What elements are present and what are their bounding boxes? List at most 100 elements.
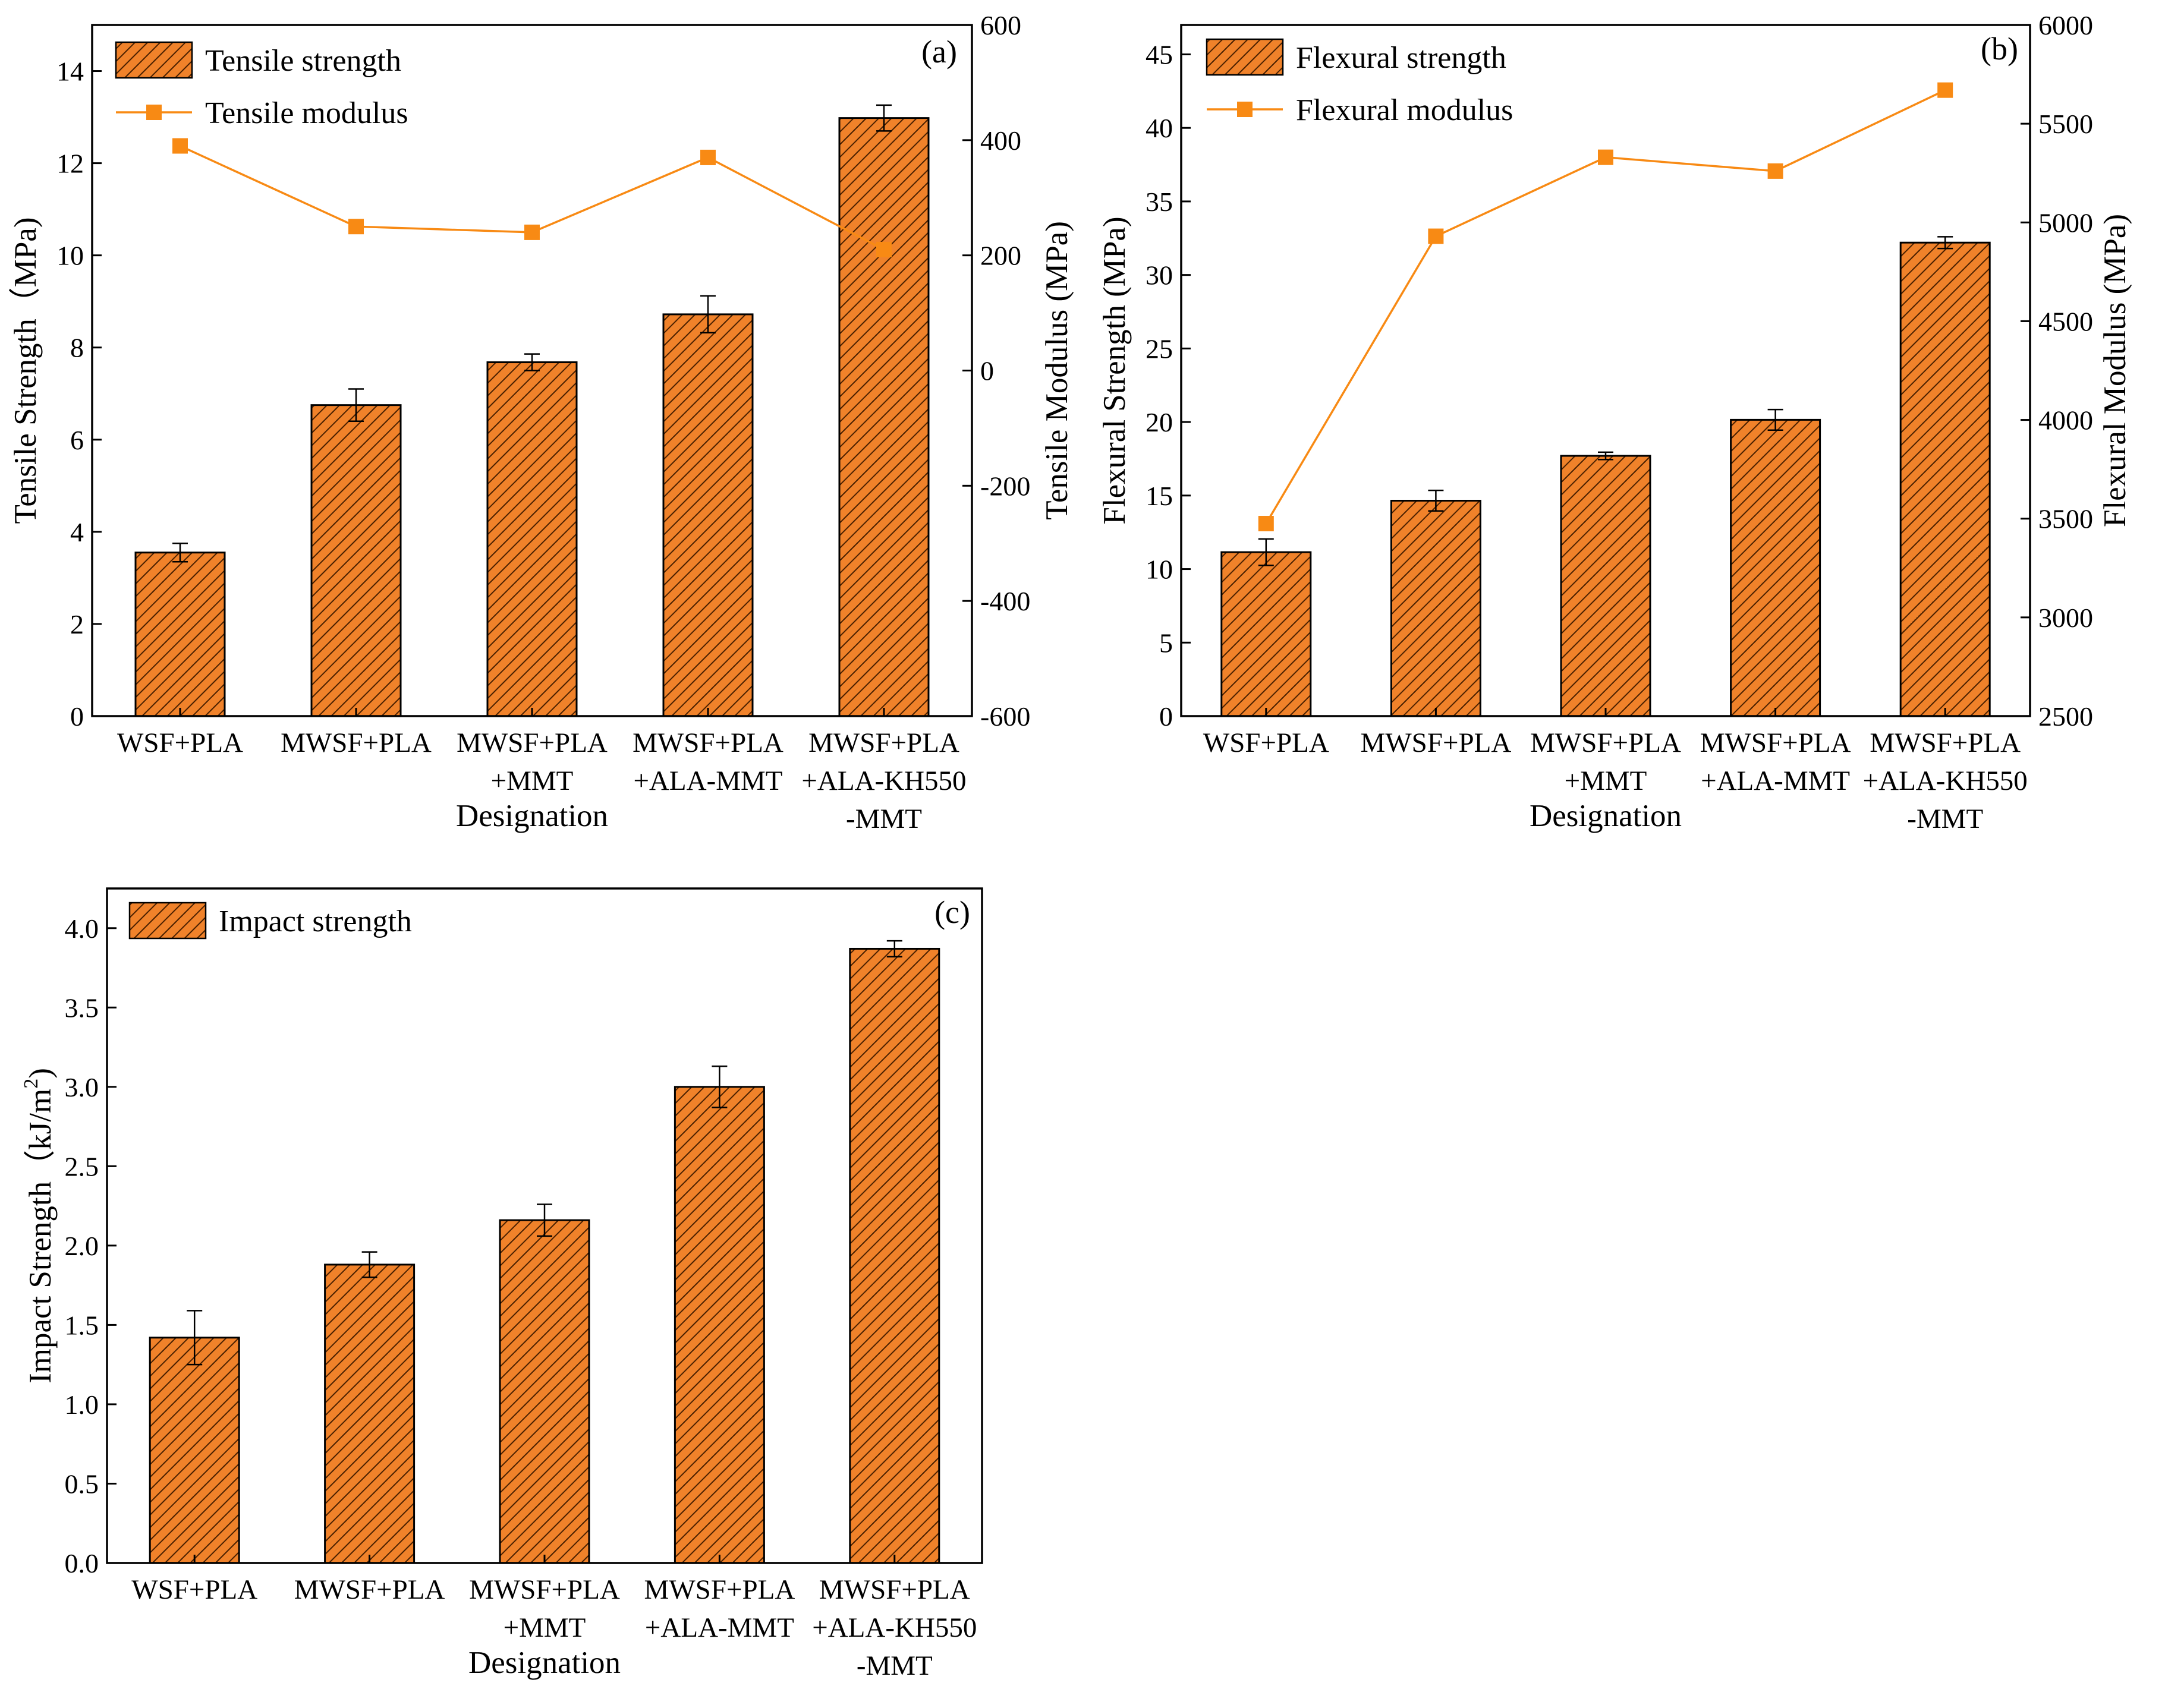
- legend-label-b-2: Flexural modulus: [1296, 93, 1513, 127]
- bar-a-1: [134, 552, 226, 717]
- legend-swatch-bar-a: [115, 41, 193, 79]
- ytick-label-a: 0: [70, 701, 84, 732]
- xtick-label-b-2: MWSF+PLA: [1361, 727, 1512, 758]
- xtick-label-a-3: MWSF+PLA: [457, 727, 608, 758]
- legend-label-c-1: Impact strength: [219, 905, 412, 938]
- ytick-label-c: 3.0: [65, 1072, 99, 1102]
- marker-a-1: [172, 138, 188, 154]
- marker-a-3: [524, 224, 540, 240]
- y2tick-label-b: 4500: [2038, 306, 2093, 336]
- xtick-label-b-5: +ALA-KH550: [1863, 765, 2028, 796]
- y2-axis-title-a: Tensile Modulus (MPa): [1040, 221, 1074, 520]
- bar-c-2: [324, 1263, 416, 1564]
- marker-b-5: [1937, 82, 1953, 98]
- ytick-label-a: 10: [56, 241, 84, 271]
- xtick-label-b-1: WSF+PLA: [1203, 727, 1329, 758]
- y-axis-title-a: Tensile Strength（MPa): [8, 218, 43, 524]
- ytick-label-a: 2: [70, 609, 84, 639]
- ytick-label-b: 30: [1146, 260, 1173, 291]
- ytick-label-c: 0.0: [65, 1548, 99, 1578]
- legend-label-a-1: Tensile strength: [205, 44, 401, 78]
- y-axis-title-b: Flexural Strength (MPa): [1097, 216, 1132, 524]
- y2tick-label-a: -400: [980, 586, 1030, 616]
- ytick-label-c: 1.0: [65, 1389, 99, 1420]
- y2-axis-title-b: Flexural Modulus (MPa): [2098, 214, 2132, 527]
- panel-label-b: (b): [1981, 31, 2018, 67]
- xtick-label-c-2: MWSF+PLA: [294, 1574, 445, 1605]
- xtick-label-c-1: WSF+PLA: [131, 1574, 257, 1605]
- y2tick-label-b: 6000: [2038, 10, 2093, 40]
- legend-swatch-bar-c: [128, 902, 207, 940]
- bar-b-2: [1390, 499, 1481, 717]
- ytick-label-b: 20: [1146, 407, 1173, 437]
- y2tick-label-b: 3500: [2038, 504, 2093, 534]
- y2tick-label-a: 0: [980, 356, 994, 386]
- ytick-label-b: 15: [1146, 481, 1173, 511]
- xtick-label-c-3: MWSF+PLA: [469, 1574, 620, 1605]
- y2tick-label-b: 5000: [2038, 207, 2093, 238]
- marker-b-1: [1258, 516, 1274, 532]
- y-axis-title-sup-c: 2: [20, 1079, 42, 1089]
- panel-label-c: (c): [934, 894, 970, 930]
- y2tick-label-b: 4000: [2038, 405, 2093, 436]
- y-axis-title-text-c: Impact Strength（kJ/m: [23, 1089, 58, 1384]
- bar-b-1: [1220, 551, 1312, 717]
- bar-a-5: [838, 117, 930, 717]
- x-axis-title-a: Designation: [456, 799, 608, 833]
- ytick-label-c: 3.5: [65, 992, 99, 1023]
- ytick-label-c: 2.0: [65, 1231, 99, 1261]
- xtick-label-a-5: -MMT: [846, 803, 922, 834]
- y2tick-label-a: 600: [980, 10, 1021, 40]
- panel-c-impact: 0.0 0.5 1.0 1.5 2.0 2.5 3.0 3.5 4.0 WSF+PLA MWSF+P…: [20, 887, 983, 1681]
- legend-swatch-bar-b: [1206, 38, 1284, 76]
- xtick-label-b-3: MWSF+PLA: [1530, 727, 1681, 758]
- panel-label-a: (a): [921, 34, 957, 70]
- marker-b-3: [1598, 149, 1613, 165]
- ytick-label-b: 45: [1146, 39, 1173, 70]
- ytick-label-c: 4.0: [65, 913, 99, 944]
- y-axis-title-c: Impact Strength（kJ/m2): [20, 1068, 58, 1384]
- xtick-label-c-5: MWSF+PLA: [819, 1574, 970, 1605]
- legend-label-b-1: Flexural strength: [1296, 41, 1506, 75]
- bar-a-4: [662, 313, 754, 717]
- xtick-label-b-4: MWSF+PLA: [1700, 727, 1851, 758]
- ytick-label-b: 10: [1146, 554, 1173, 585]
- bar-b-3: [1560, 455, 1651, 717]
- xtick-label-c-4: MWSF+PLA: [644, 1574, 795, 1605]
- legend-swatch-marker-a: [146, 105, 162, 120]
- xtick-label-b-5: MWSF+PLA: [1870, 727, 2021, 758]
- bar-c-5: [849, 947, 940, 1564]
- xtick-label-a-5: +ALA-KH550: [801, 765, 966, 796]
- panel-a-tensile: 0 2 4 6 8 10 12 14 -600 -400 -200 0 200 400 600 WSF+PLA…: [8, 10, 1074, 834]
- bar-c-4: [674, 1086, 765, 1564]
- xtick-label-c-5: -MMT: [857, 1650, 933, 1681]
- y2tick-label-a: -600: [980, 701, 1030, 732]
- y-axis-title-end-c: ): [23, 1068, 58, 1079]
- xtick-label-a-1: WSF+PLA: [117, 727, 243, 758]
- panel-b-flexural: 0 5 10 15 20 25 30 35 40 45 2500 3000 3500 4000 4500 50…: [1097, 10, 2132, 834]
- xtick-label-b-3: +MMT: [1565, 765, 1647, 796]
- marker-a-2: [348, 219, 364, 235]
- xtick-label-c-3: +MMT: [504, 1612, 586, 1643]
- ytick-label-c: 1.5: [65, 1310, 99, 1340]
- bar-a-2: [310, 404, 402, 717]
- xtick-label-a-5: MWSF+PLA: [808, 727, 959, 758]
- ytick-label-b: 40: [1146, 113, 1173, 143]
- xtick-label-a-4: +ALA-MMT: [633, 765, 782, 796]
- xtick-label-a-3: +MMT: [491, 765, 574, 796]
- xtick-label-b-4: +ALA-MMT: [1701, 765, 1850, 796]
- y-axis-title-text-b: Flexural Strength (MPa): [1097, 216, 1132, 524]
- ytick-label-b: 0: [1159, 701, 1173, 732]
- y2tick-label-b: 3000: [2038, 603, 2093, 633]
- y-axis-title-text-a: Tensile Strength（MPa): [8, 218, 43, 524]
- legend-label-a-2: Tensile modulus: [205, 96, 408, 130]
- xtick-label-c-5: +ALA-KH550: [812, 1612, 977, 1643]
- y2tick-label-a: -200: [980, 471, 1030, 501]
- xtick-label-a-4: MWSF+PLA: [632, 727, 783, 758]
- ytick-label-a: 8: [70, 333, 84, 363]
- x-axis-title-b: Designation: [1530, 799, 1682, 833]
- marker-b-4: [1767, 163, 1783, 179]
- y2tick-label-a: 200: [980, 241, 1021, 271]
- ytick-label-b: 5: [1159, 628, 1173, 658]
